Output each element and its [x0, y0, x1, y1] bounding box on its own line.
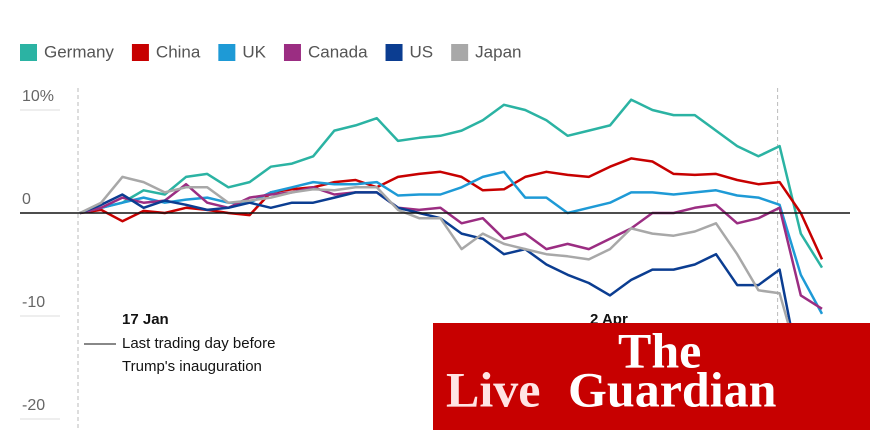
legend-label: UK	[242, 42, 266, 61]
annotation-text: Trump's inauguration	[122, 358, 262, 375]
series-line	[79, 170, 824, 315]
legend-label: US	[410, 42, 434, 61]
logo-live: Live	[446, 361, 540, 417]
legend-label: Canada	[308, 42, 368, 61]
y-tick-label: -20	[22, 397, 45, 414]
y-tick-label: 10%	[22, 88, 54, 105]
series-line	[79, 98, 824, 269]
series-line	[79, 175, 823, 379]
legend-label: Japan	[475, 42, 521, 61]
logo: The Live Guardian	[433, 322, 870, 430]
annotation-title: 17 Jan	[122, 311, 169, 328]
series-line	[79, 191, 823, 385]
y-tick-label: 0	[22, 191, 31, 208]
legend-swatch	[218, 44, 236, 61]
legend-label: Germany	[44, 42, 114, 61]
logo-the: The	[618, 322, 701, 378]
legend-swatch	[283, 44, 301, 61]
annotation-text: Last trading day before	[122, 335, 275, 352]
series-line	[79, 182, 823, 310]
legend-swatch	[385, 44, 403, 61]
legend-label: China	[156, 42, 201, 61]
legend-swatch	[131, 44, 149, 61]
logo-box	[433, 323, 870, 430]
logo-guardian: Guardian	[568, 361, 777, 417]
legend-swatch	[20, 44, 37, 61]
legend-swatch	[451, 44, 469, 61]
series-line	[79, 157, 824, 260]
y-tick-label: -10	[22, 294, 45, 311]
